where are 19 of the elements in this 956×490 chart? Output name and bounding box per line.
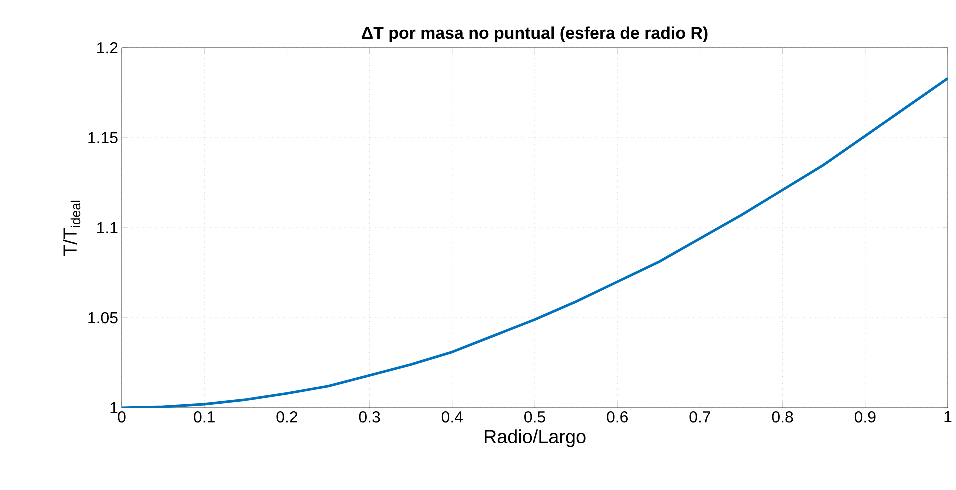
x-tick-label: 0.1: [194, 412, 215, 423]
x-axis-title: Radio/Largo: [484, 430, 586, 448]
x-tick-label: 0.4: [442, 412, 464, 423]
x-tick-label: 0.8: [772, 412, 794, 423]
x-tick-label: 0: [118, 412, 126, 423]
x-tick-label: 0.2: [276, 412, 298, 423]
y-tick-label: 1.15: [88, 132, 118, 144]
x-tick-label: 0.7: [690, 412, 710, 423]
x-tick-label: 0.6: [607, 412, 628, 423]
y-tick-label: 1: [110, 402, 118, 414]
y-tick-label: 1.2: [98, 42, 118, 54]
x-tick-label: 0.5: [524, 412, 546, 423]
y-tick-label: 1.05: [88, 312, 118, 324]
chart-title: ΔT por masa no puntual (esfera de radio R): [362, 26, 708, 42]
x-tick-label: 1: [944, 412, 952, 422]
y-axis-title: T/T$_{ideal}$: [63, 200, 81, 256]
x-tick-label: 0.3: [359, 412, 380, 423]
x-tick-label: 0.9: [854, 412, 876, 423]
y-tick-label: 1.1: [98, 222, 118, 234]
